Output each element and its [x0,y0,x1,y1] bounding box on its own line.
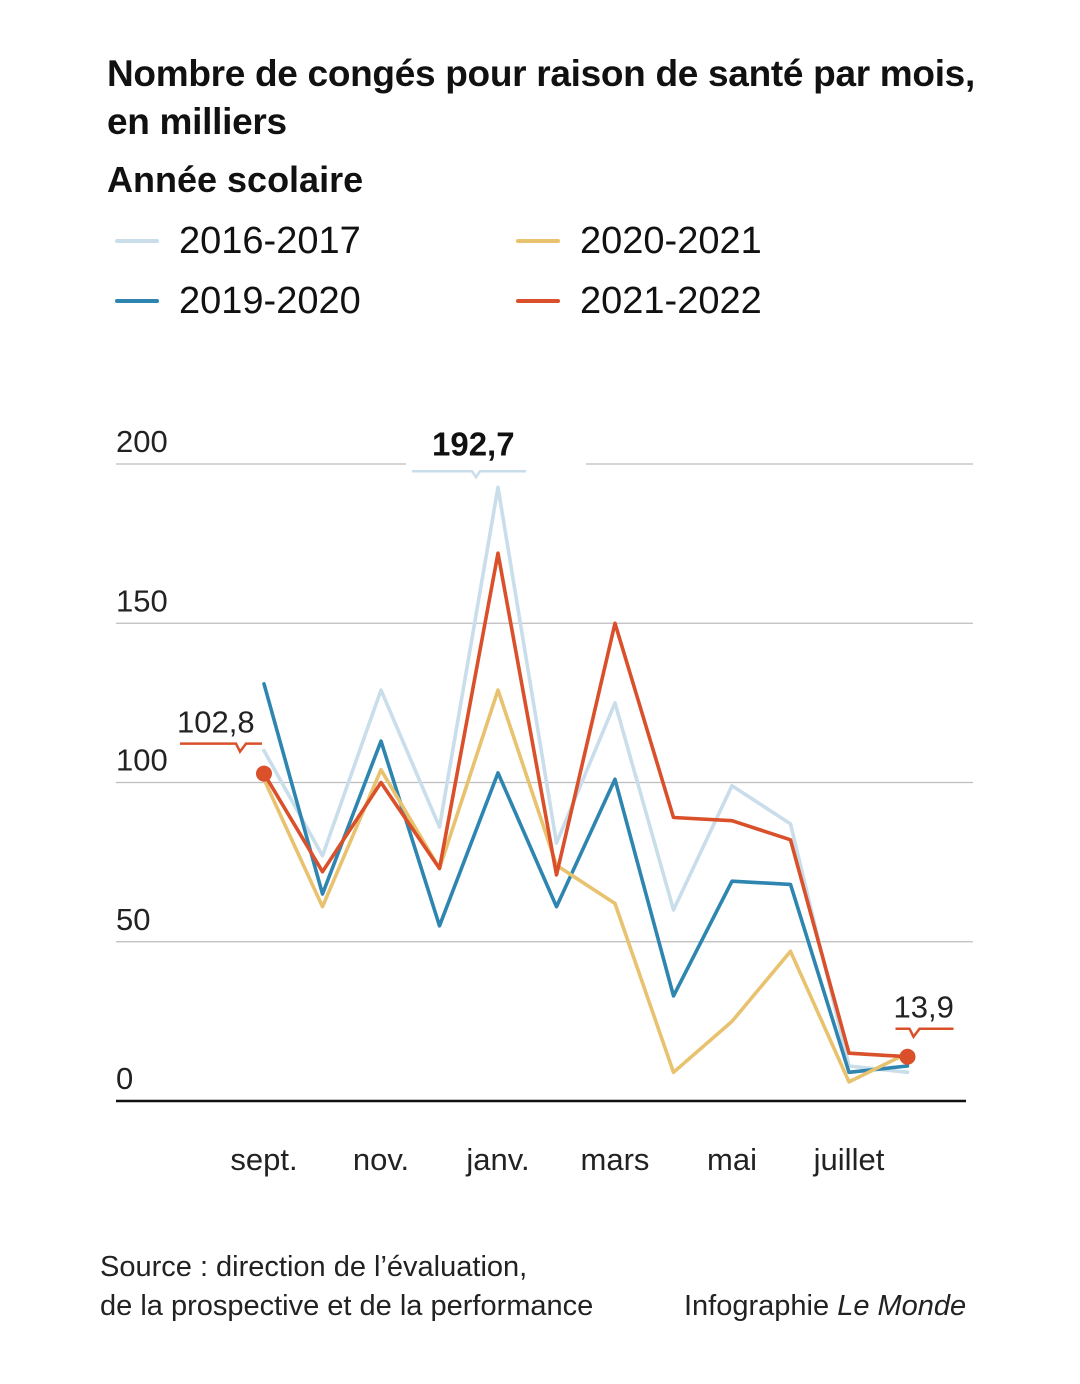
x-tick-label-janv: janv. [465,1142,529,1177]
x-tick-label-mai: mai [707,1142,757,1177]
legend-item-2021-2022: 2021-2022 [516,276,762,326]
x-tick-label-sept: sept. [230,1142,297,1177]
grid-lines [116,463,973,943]
y-tick-label-200: 200 [116,424,168,459]
legend-item-2019-2020: 2019-2020 [115,276,361,326]
series-line-2016-2017 [262,485,910,1075]
x-tick-label-nov: nov. [353,1142,409,1177]
annotations: 102,8 192,7 13,9 [177,421,954,1065]
legend-swatch-2016-2017 [115,239,159,243]
legend-swatch-2019-2020 [115,299,159,303]
annotation-backdrop-peak [406,421,586,470]
y-tick-label-150: 150 [116,583,168,618]
legend-label-2019-2020: 2019-2020 [179,280,361,322]
x-tick-label-mars: mars [581,1142,650,1177]
annotation-dot-0 [256,765,272,782]
legend-swatch-2020-2021 [516,239,560,243]
series-line-2020-2021 [262,688,910,1084]
legend-item-2016-2017: 2016-2017 [115,216,361,266]
annotation-callout-peak [412,470,526,480]
annotation-label-end: 13,9 [894,990,954,1025]
source-note: Source : direction de l’évaluation, de l… [100,1248,593,1326]
legend-label-2016-2017: 2016-2017 [179,220,361,262]
series-line-2019-2020 [262,681,910,1075]
legend-swatch-2021-2022 [516,299,560,303]
annotation-dot-2 [899,1048,916,1065]
series-line-2021-2022 [262,551,910,1059]
credit-brand: Le Monde [837,1290,967,1322]
credit-prefix: Infographie [684,1290,830,1322]
source-line-1: Source : direction de l’évaluation, [100,1251,528,1283]
legend-item-2020-2021: 2020-2021 [516,216,762,266]
legend-label-2020-2021: 2020-2021 [580,220,762,262]
annotation-callout-start [180,742,262,754]
annotation-callout-end [895,1027,954,1040]
legend-label-2021-2022: 2021-2022 [580,280,762,322]
legend-heading: Année scolaire [107,159,364,200]
chart-title: Nombre de congés pour raison de santé pa… [107,53,975,142]
credit: Infographie Le Monde [684,1287,966,1326]
annotation-label-peak: 192,7 [432,425,515,462]
y-tick-label-50: 50 [116,902,150,937]
y-tick-label-0: 0 [116,1061,133,1096]
annotation-label-start: 102,8 [177,705,255,740]
source-line-2: de la prospective et de la performance [100,1290,594,1322]
series-lines [262,485,910,1084]
axes: 0 50 100 150 200 sept. nov. janv. mars mai juillet [116,424,966,1177]
x-tick-label-juillet: juillet [813,1142,885,1177]
y-tick-label-100: 100 [116,743,168,778]
